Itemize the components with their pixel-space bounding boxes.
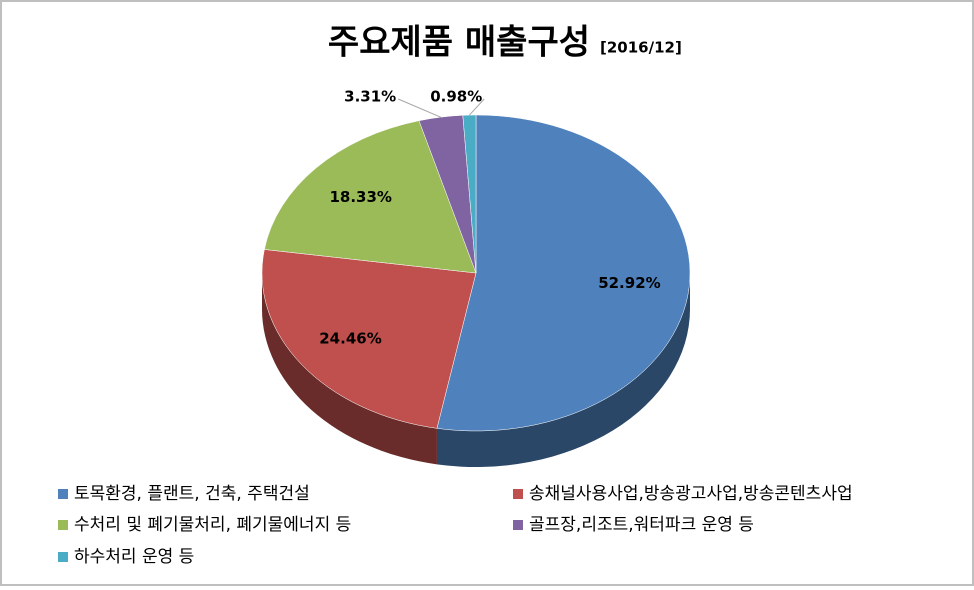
- leader-line: [397, 98, 441, 118]
- legend-label: 송채널사용사업,방송광고사업,방송콘텐츠사업: [529, 484, 853, 504]
- legend-marker: [513, 520, 523, 530]
- legend-label: 골프장,리조트,워터파크 운영 등: [529, 515, 754, 535]
- data-label: 0.98%: [430, 88, 482, 106]
- chart-subtitle: [2016/12]: [600, 39, 682, 57]
- legend-marker: [58, 520, 68, 530]
- data-label: 24.46%: [319, 329, 381, 347]
- legend-marker: [58, 552, 68, 562]
- pie-slice: [436, 114, 691, 432]
- legend-marker: [58, 489, 68, 499]
- legend-label: 수처리 및 폐기물처리, 폐기물에너지 등: [74, 515, 351, 535]
- pie-slice: [264, 120, 477, 274]
- legend-marker: [513, 489, 523, 499]
- pie-slice: [261, 249, 477, 429]
- legend-label: 토목환경, 플랜트, 건축, 주택건설: [74, 484, 310, 504]
- data-label: 18.33%: [329, 188, 391, 206]
- legend-label: 하수처리 운영 등: [74, 547, 194, 567]
- data-label: 3.31%: [344, 88, 396, 106]
- data-label: 52.92%: [598, 274, 660, 292]
- chart-title: 주요제품 매출구성: [328, 23, 590, 63]
- pie-side: [436, 273, 690, 467]
- pie-side: [262, 273, 437, 465]
- leader-line: [469, 98, 485, 116]
